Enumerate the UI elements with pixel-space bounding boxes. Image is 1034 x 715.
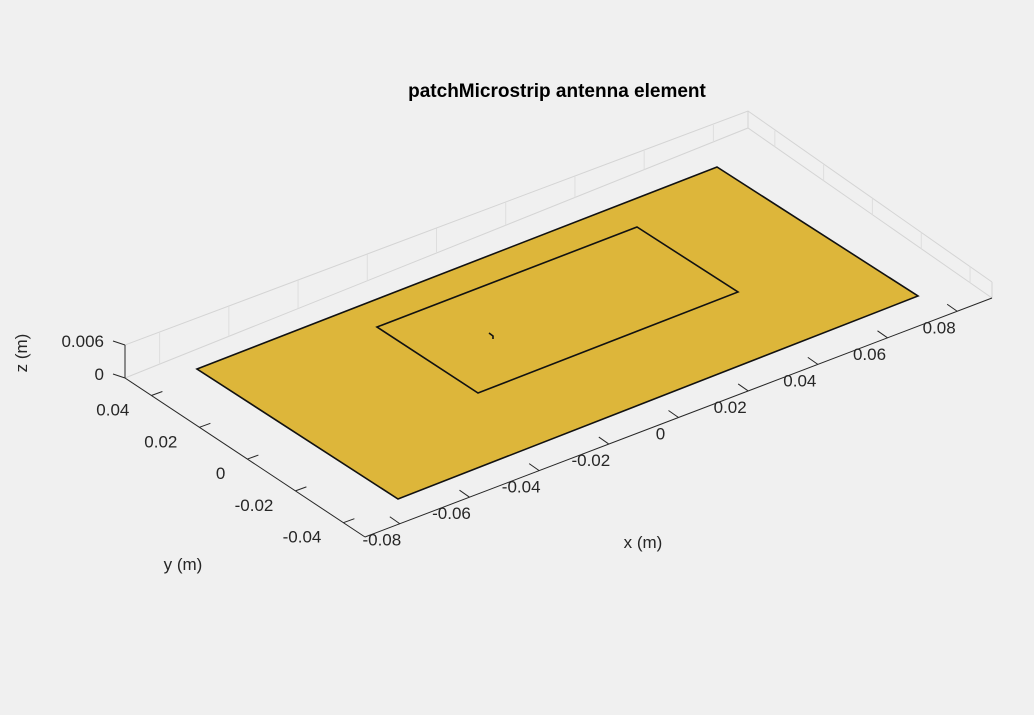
x-tick-mark	[877, 330, 888, 339]
y-tick-label: 0	[216, 464, 225, 483]
x-tick-mark	[598, 436, 610, 445]
y-tick-mark	[295, 486, 307, 492]
y-tick-label: 0.02	[144, 432, 177, 451]
grid-lines	[159, 124, 971, 365]
ground-plane	[195, 166, 920, 500]
x-tick-label: 0.08	[923, 318, 956, 337]
x-tick-label: -0.06	[432, 504, 471, 523]
y-tick-mark	[247, 454, 259, 460]
z-axis-label: z (m)	[12, 334, 31, 373]
y-axis-ticks: -0.04 -0.02 0 0.02 0.04	[96, 391, 355, 547]
z-tick-mark	[112, 340, 126, 346]
z-tick-mark	[112, 373, 126, 379]
y-tick-mark	[199, 422, 211, 428]
x-tick-label: 0.06	[853, 345, 886, 364]
y-tick-label: -0.02	[235, 496, 274, 515]
x-axis-label: x (m)	[624, 533, 663, 552]
y-tick-label: -0.04	[283, 528, 322, 547]
x-tick-mark	[389, 516, 401, 525]
y-axis-label: y (m)	[164, 555, 203, 574]
y-tick-mark	[151, 391, 163, 396]
x-tick-label: 0.02	[714, 398, 747, 417]
x-tick-mark	[946, 303, 958, 312]
x-tick-label: -0.08	[362, 531, 401, 550]
x-axis-ticks: -0.08 -0.06 -0.04 -0.02 0 0.02 0.04 0.06 0.08	[362, 303, 958, 550]
x-tick-mark	[459, 489, 470, 498]
x-tick-label: 0.04	[783, 371, 816, 390]
z-tick-label: 0	[95, 365, 104, 384]
x-tick-mark	[668, 410, 679, 418]
y-tick-mark	[343, 518, 355, 524]
x-tick-mark	[807, 356, 819, 365]
feed-point	[488, 332, 494, 339]
y-axis-line	[124, 377, 366, 538]
x-tick-mark	[737, 383, 749, 392]
z-axis-ticks: 0 0.006	[61, 332, 126, 384]
x-tick-mark	[528, 463, 540, 472]
plot-title: patchMicrostrip antenna element	[408, 81, 706, 102]
x-tick-label: -0.02	[571, 451, 610, 470]
x-tick-label: 0	[656, 425, 665, 444]
z-tick-label: 0.006	[61, 332, 104, 351]
x-tick-label: -0.04	[502, 478, 541, 497]
radiating-patch	[375, 226, 740, 394]
y-tick-label: 0.04	[96, 400, 129, 419]
floor-back-edges	[124, 127, 993, 379]
